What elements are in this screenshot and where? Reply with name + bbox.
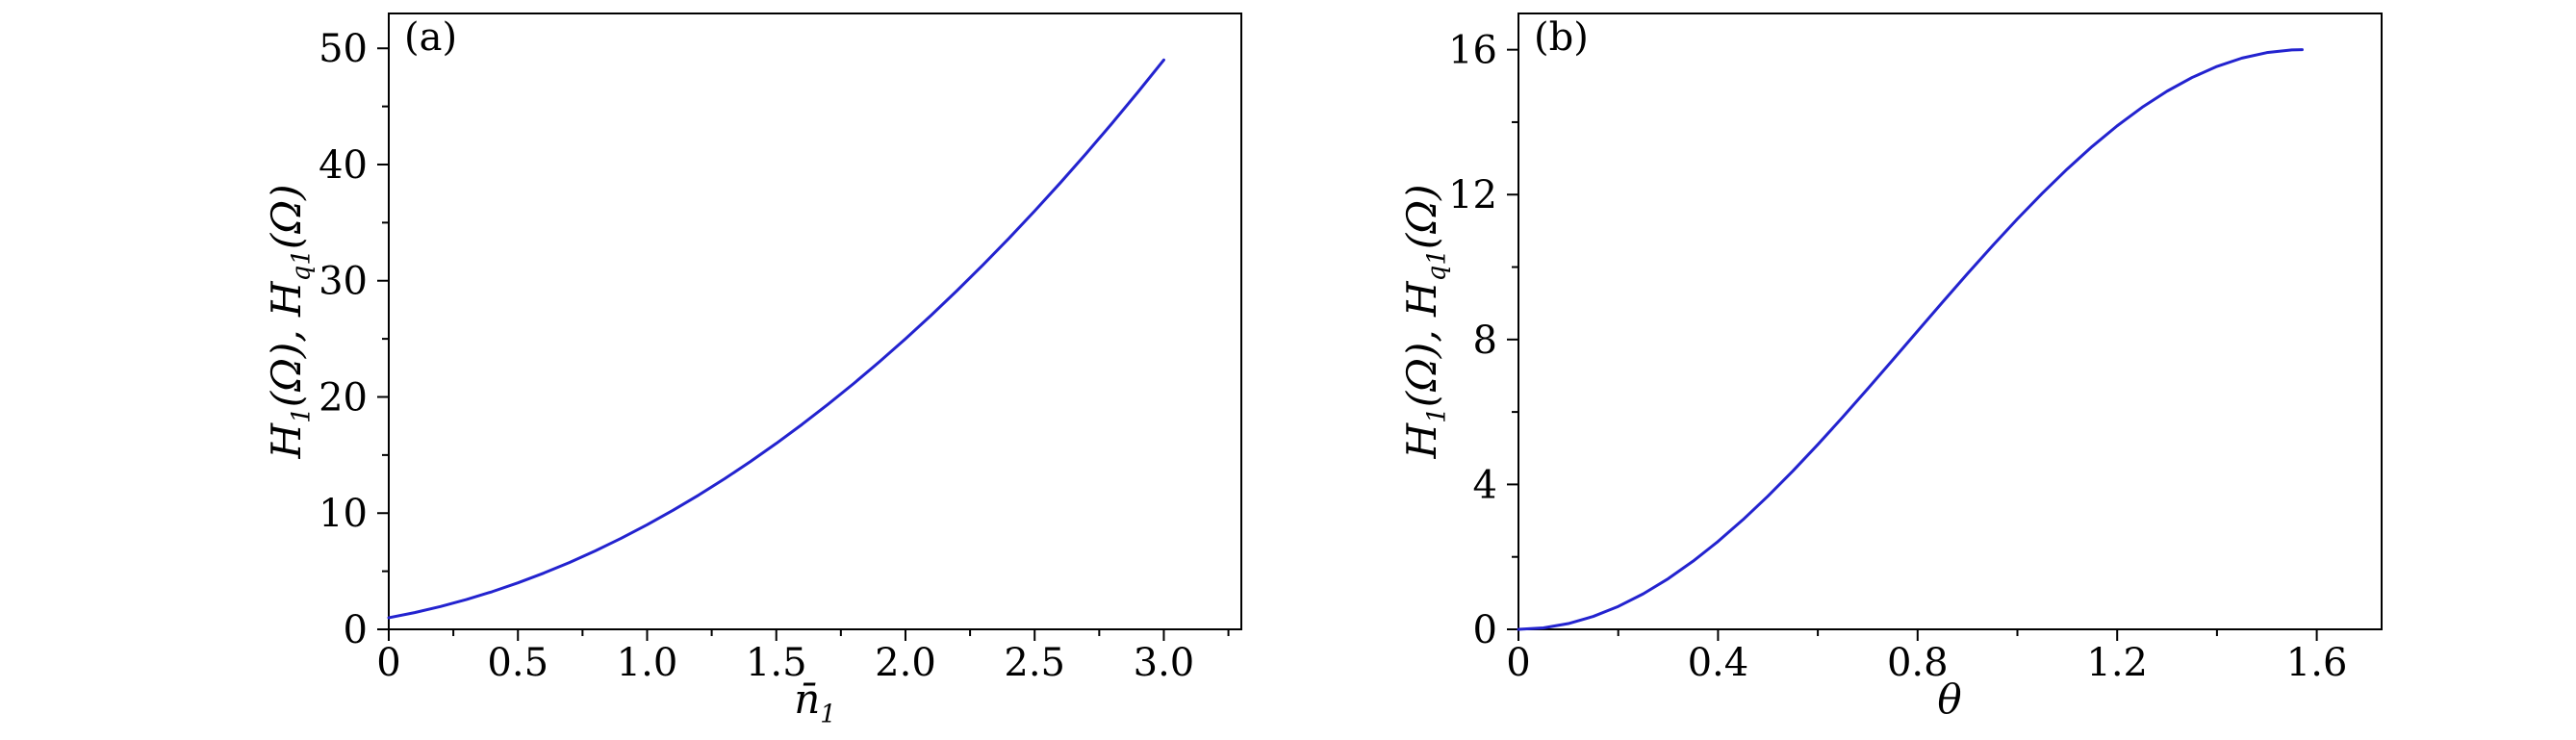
panel-b-y-tick-label: 8 (1473, 319, 1497, 363)
panel-a-frame (388, 13, 1242, 630)
panel-a-y-axis-label: H1(Ω), Hq1(Ω) (263, 33, 316, 610)
panel-b-plot: 0 0.4 0.8 1.2 1.6 0 4 8 12 16 (1448, 13, 2383, 685)
panel-a-x-tick-label: 0 (376, 641, 400, 685)
xlabel-b-base: θ (1937, 676, 1962, 723)
ylabel-sub-1: 1 (1422, 407, 1452, 423)
ylabel-omega: (Ω) (263, 184, 310, 250)
xlabel-a-sub: 1 (820, 700, 836, 729)
panel-b-frame (1518, 13, 2383, 630)
panel-b-label: (b) (1534, 15, 1589, 60)
panel-b-x-tick-label: 1.6 (2286, 641, 2348, 685)
ylabel-H1: H (263, 422, 310, 459)
panel-a-x-tick-label: 1.0 (617, 641, 678, 685)
panel-b-y-tick-label: 0 (1473, 608, 1497, 652)
panel-a-y-tick-label: 0 (344, 608, 368, 652)
panel-b-x-tick-label: 0.4 (1688, 641, 1749, 685)
panel-b-x-axis-label: θ (1853, 674, 2046, 726)
ylabel-omega: (Ω) (1398, 184, 1445, 250)
panel-b-x-tick-label: 0.8 (1887, 641, 1949, 685)
panel-b-y-axis-label: H1(Ω), Hq1(Ω) (1398, 33, 1451, 610)
panel-b-y-tick-label: 16 (1448, 29, 1497, 73)
xlabel-a-base: n̄ (794, 676, 821, 723)
ylabel-sub-q1: q1 (1422, 249, 1452, 282)
panel-a-y-tick-label: 40 (319, 143, 368, 188)
ylabel-omega-comma: (Ω), (263, 316, 310, 408)
panel-b-y-tick-label: 4 (1473, 463, 1497, 507)
panel-a-y-tick-label: 20 (319, 375, 368, 420)
panel-a-y-tick-label: 50 (319, 27, 368, 71)
panel-a-x-tick-label: 1.5 (746, 641, 807, 685)
panel-a-y-tick-label: 10 (319, 492, 368, 536)
ylabel-sub-1: 1 (287, 407, 317, 423)
ylabel-sub-q1: q1 (287, 249, 317, 282)
panel-a-x-tick-label: 2.5 (1004, 641, 1065, 685)
panel-a-x-tick-label: 2.0 (875, 641, 936, 685)
panel-a-plot: 0 0.5 1.0 1.5 2.0 2.5 3.0 0 10 20 30 40 50 (319, 13, 1242, 685)
panel-b-y-tick-label: 12 (1448, 173, 1497, 217)
panel-a-x-tick-label: 3.0 (1134, 641, 1195, 685)
panel-a-label: (a) (404, 15, 458, 60)
ylabel-H1: H (1398, 422, 1445, 459)
ylabel-Hq1: H (263, 281, 310, 317)
panel-a-x-axis-label: n̄1 (719, 674, 911, 729)
panel-a-x-tick-label: 0.5 (487, 641, 548, 685)
ylabel-omega-comma: (Ω), (1398, 316, 1445, 408)
panel-a-curve (387, 58, 1165, 620)
panel-b-x-tick-label: 0 (1506, 641, 1530, 685)
panel-a-y-tick-label: 30 (319, 260, 368, 304)
ylabel-Hq1: H (1398, 281, 1445, 317)
panel-b-curve (1517, 48, 2304, 631)
panel-b-x-tick-label: 1.2 (2086, 641, 2148, 685)
